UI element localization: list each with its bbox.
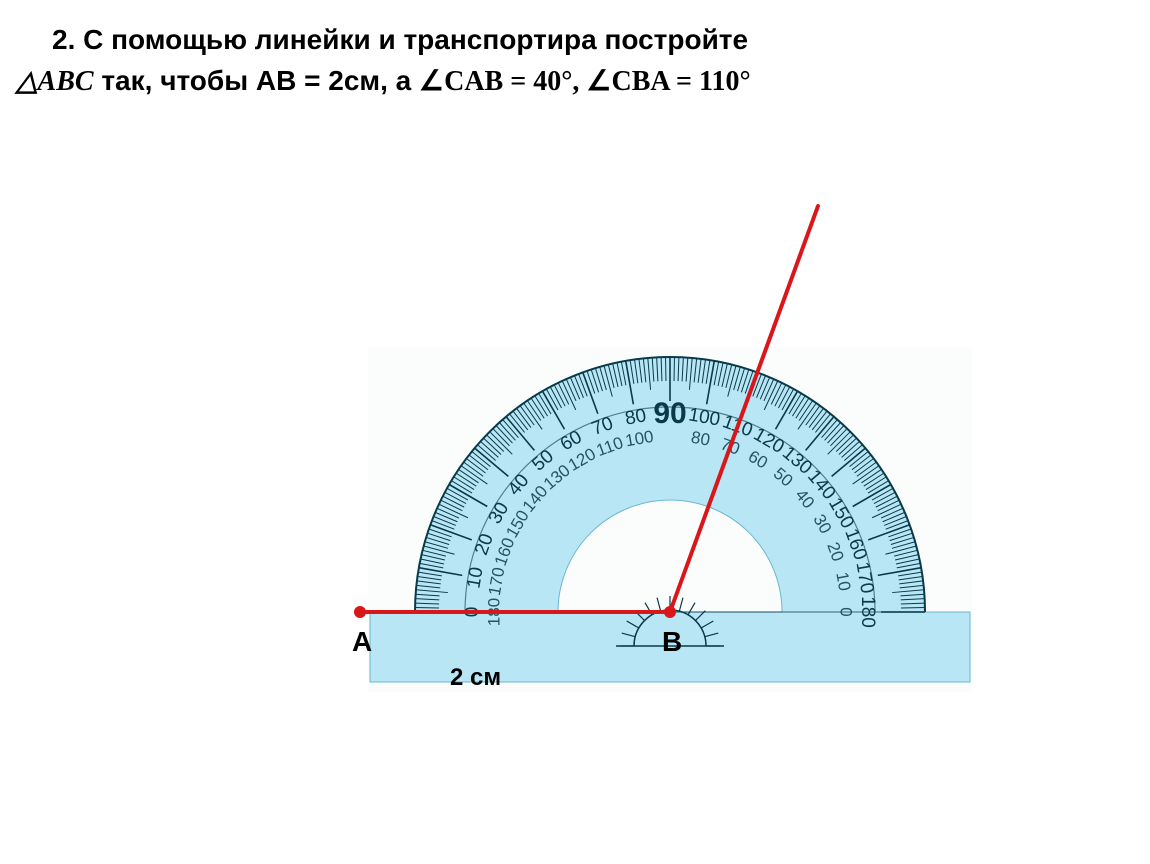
point-a-label: A <box>352 626 372 658</box>
point-b-label: B <box>662 626 682 658</box>
svg-text:80: 80 <box>623 405 647 429</box>
svg-text:10: 10 <box>463 565 487 589</box>
svg-text:90: 90 <box>653 397 686 430</box>
geometry-scene: 0102030405060708090100110120130140150160… <box>0 0 1150 864</box>
svg-text:10: 10 <box>832 570 854 592</box>
svg-text:80: 80 <box>690 428 712 450</box>
segment-length-label: 2 см <box>450 664 501 692</box>
